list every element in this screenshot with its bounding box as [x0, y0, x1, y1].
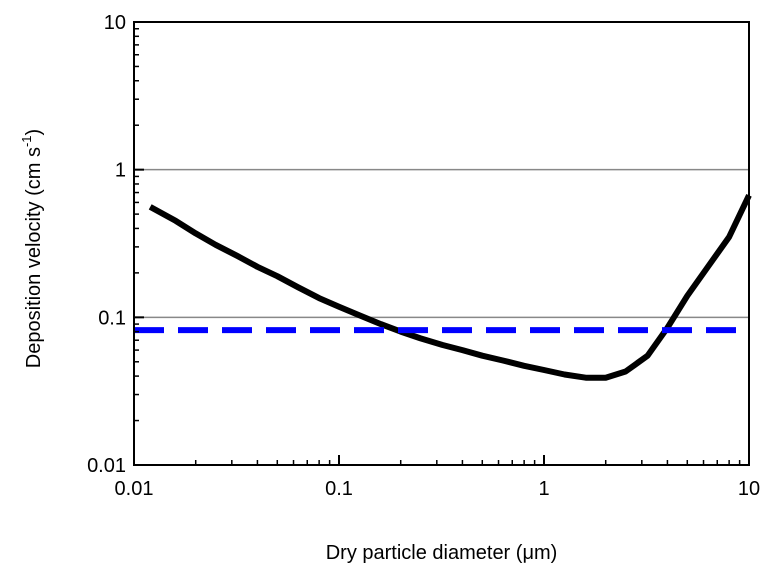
y-axis-label-superscript: -1 — [19, 135, 34, 147]
series-solid-line — [148, 194, 752, 381]
x-tick-label: 0.01 — [115, 478, 154, 500]
y-tick-label: 1 — [115, 160, 126, 182]
series-layer — [134, 194, 752, 381]
y-axis-label: Deposition velocity (cm s-1) — [19, 129, 45, 368]
y-tick-label: 10 — [104, 12, 126, 34]
y-axis-label-close: ) — [23, 129, 45, 136]
x-axis-label: Dry particle diameter (μm) — [326, 542, 558, 564]
x-tick-label: 1 — [538, 478, 549, 500]
x-tick-label: 0.1 — [325, 478, 353, 500]
ticks: 0.01 0.1 1 10 0.01 0.1 1 10 — [87, 12, 760, 500]
y-tick-label: 0.1 — [98, 307, 126, 329]
y-axis-label-main: Deposition velocity (cm s — [23, 147, 45, 368]
gridlines — [134, 168, 749, 319]
y-tick-label: 0.01 — [87, 455, 126, 477]
x-tick-label: 10 — [738, 478, 760, 500]
plot-frame — [133, 21, 750, 466]
